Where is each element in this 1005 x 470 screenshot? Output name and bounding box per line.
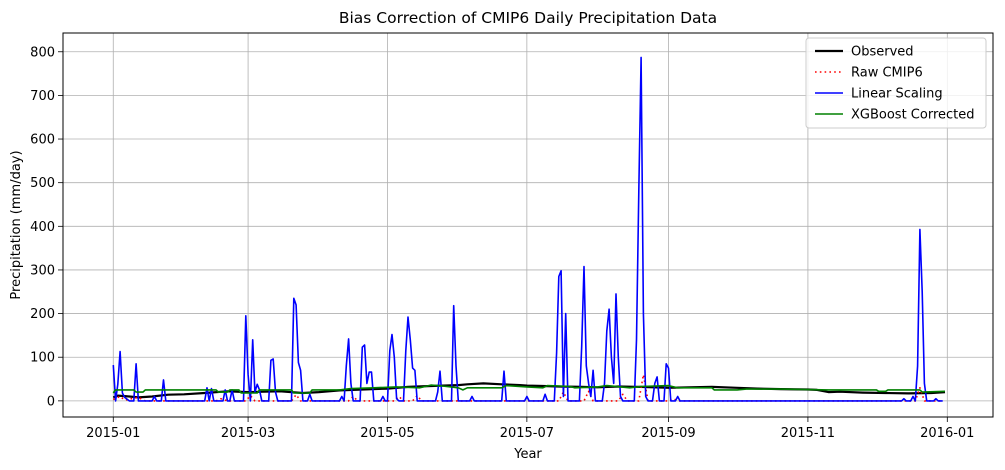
series-lines [112, 56, 946, 402]
y-tick-label: 400 [30, 220, 55, 235]
x-tick-label: 2015-05 [360, 426, 414, 441]
y-tick-label: 500 [30, 176, 55, 191]
y-tick-label: 700 [30, 89, 55, 104]
x-tick-label: 2015-03 [221, 426, 275, 441]
plot-area-frame [62, 32, 994, 418]
legend-label: Linear Scaling [851, 87, 943, 102]
y-axis-title: Precipitation (mm/day) [9, 150, 24, 299]
legend-label: Observed [851, 45, 914, 60]
y-tick-label: 100 [30, 351, 55, 366]
x-tick-label: 2015-01 [86, 426, 140, 441]
x-tick-label: 2016-01 [920, 426, 974, 441]
chart-title: Bias Correction of CMIP6 Daily Precipita… [339, 9, 717, 27]
x-axis-title: Year [513, 447, 542, 462]
series-line-xgboost-corrected [112, 384, 946, 394]
y-tick-label: 0 [47, 394, 55, 409]
legend: Observed Raw CMIP6 Linear Scaling XGBoost C… [805, 37, 987, 129]
legend-box [805, 37, 987, 129]
y-tick-label: 200 [30, 307, 55, 322]
x-tick-label: 2015-11 [781, 426, 835, 441]
legend-label: XGBoost Corrected [851, 108, 975, 123]
y-tick-label: 300 [30, 263, 55, 278]
x-tick-label: 2015-09 [641, 426, 695, 441]
series-line-linear-scaling [112, 56, 943, 402]
x-axis-ticks: 2015-01 2015-03 2015-05 2015-07 2015-09 2015-… [86, 417, 974, 441]
y-tick-label: 600 [30, 133, 55, 148]
x-tick-label: 2015-07 [500, 426, 554, 441]
y-tick-label: 800 [30, 45, 55, 60]
legend-label: Raw CMIP6 [851, 66, 923, 81]
y-axis-ticks: 0 100 200 300 400 500 600 700 800 [30, 45, 63, 409]
